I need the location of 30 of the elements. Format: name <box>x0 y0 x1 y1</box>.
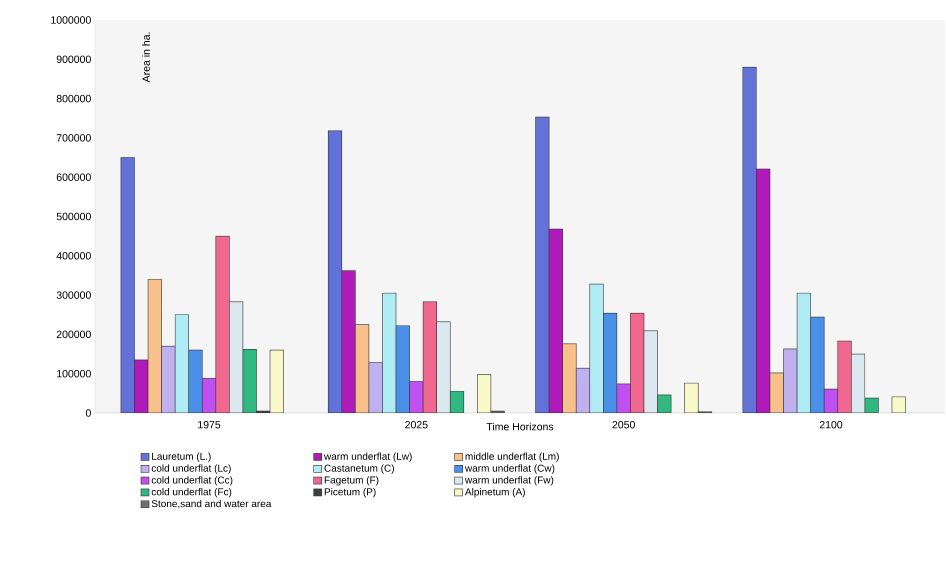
legend-label: warm underflat (Cw) <box>464 464 554 474</box>
legend-label: warm underflat (Fw) <box>464 476 554 486</box>
x-tick-label: 2100 <box>820 420 842 428</box>
x-tick-label: 2025 <box>405 420 428 428</box>
legend-label: Picetum (P) <box>324 488 376 498</box>
legend-label: Fagetum (F) <box>324 476 378 486</box>
legend-label: warm underflat (Lw) <box>324 452 412 462</box>
legend-label: Castanetum (C) <box>324 464 394 474</box>
y-tick-label: 900000 <box>56 56 91 64</box>
y-tick-label: 300000 <box>56 291 91 299</box>
legend-label: cold underflat (Fc) <box>152 488 232 498</box>
x-tick-label: 1975 <box>198 420 220 428</box>
y-tick-label: 400000 <box>56 252 91 260</box>
legend-label: cold underflat (Lc) <box>152 464 231 474</box>
legend-label: Alpinetum (A) <box>464 488 525 498</box>
y-tick-label: 800000 <box>56 94 91 102</box>
y-tick-label: 100000 <box>57 370 91 378</box>
y-tick-label: 700000 <box>56 134 91 142</box>
y-tick-label: 1000000 <box>51 16 91 24</box>
legend-label: middle underflat (Lm) <box>466 452 559 462</box>
x-tick-label: 2050 <box>612 420 635 428</box>
y-tick-label: 200000 <box>56 330 91 338</box>
y-tick-label: 600000 <box>56 173 91 181</box>
y-tick-label: 500000 <box>56 212 91 220</box>
x-axis-title: Time Horizons <box>486 422 554 430</box>
y-axis-title: Area in ha. <box>142 32 150 82</box>
legend-label: Lauretum (L.) <box>152 452 211 462</box>
legend-label: Stone,sand and water area <box>152 500 272 508</box>
y-tick-label: 0 <box>86 409 91 417</box>
legend-label: cold underflat (Cc) <box>152 476 232 486</box>
